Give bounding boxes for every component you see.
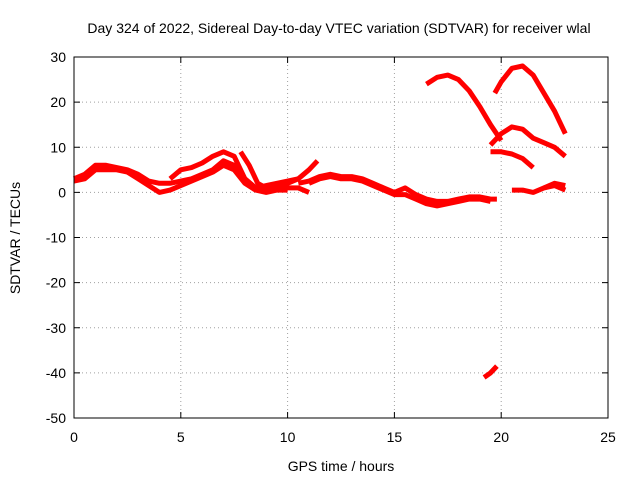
series-arc-3	[168, 149, 299, 191]
series-arc-2	[73, 162, 310, 195]
y-tick-label: -40	[46, 365, 66, 381]
x-tick-label: 0	[70, 429, 78, 445]
y-tick-label: -10	[46, 230, 66, 246]
x-tick-label: 20	[493, 429, 509, 445]
grid-lines	[74, 57, 608, 418]
series-lines	[73, 63, 568, 380]
y-tick-label: 10	[50, 139, 66, 155]
x-tick-label: 5	[177, 429, 185, 445]
series-arc-8	[492, 63, 568, 135]
y-axis-label: SDTVAR / TECUs	[7, 182, 23, 294]
series-arc-7	[425, 72, 504, 142]
x-tick-label: 10	[280, 429, 296, 445]
x-axis-label: GPS time / hours	[288, 458, 395, 474]
x-tick-label: 15	[387, 429, 403, 445]
series-arc-13	[482, 364, 499, 380]
series-arc-4	[238, 150, 288, 193]
axis-ticks: 0 5 10 15 20 25 -50 -40 -30 -20 -10 0 10 20 30	[46, 49, 616, 445]
y-tick-label: -50	[46, 410, 66, 426]
series-arc-12	[542, 180, 566, 191]
series-arc-10	[490, 149, 535, 170]
series-arc-6	[308, 174, 492, 209]
y-tick-label: 20	[50, 94, 66, 110]
x-tick-label: 25	[600, 429, 616, 445]
series-arc-9	[488, 124, 567, 159]
y-tick-label: -30	[46, 320, 66, 336]
series-arc-11	[511, 183, 567, 195]
y-tick-label: 0	[58, 184, 66, 200]
y-tick-label: 30	[50, 49, 66, 65]
chart-title: Day 324 of 2022, Sidereal Day-to-day VTE…	[87, 20, 590, 36]
y-tick-label: -20	[46, 275, 66, 291]
